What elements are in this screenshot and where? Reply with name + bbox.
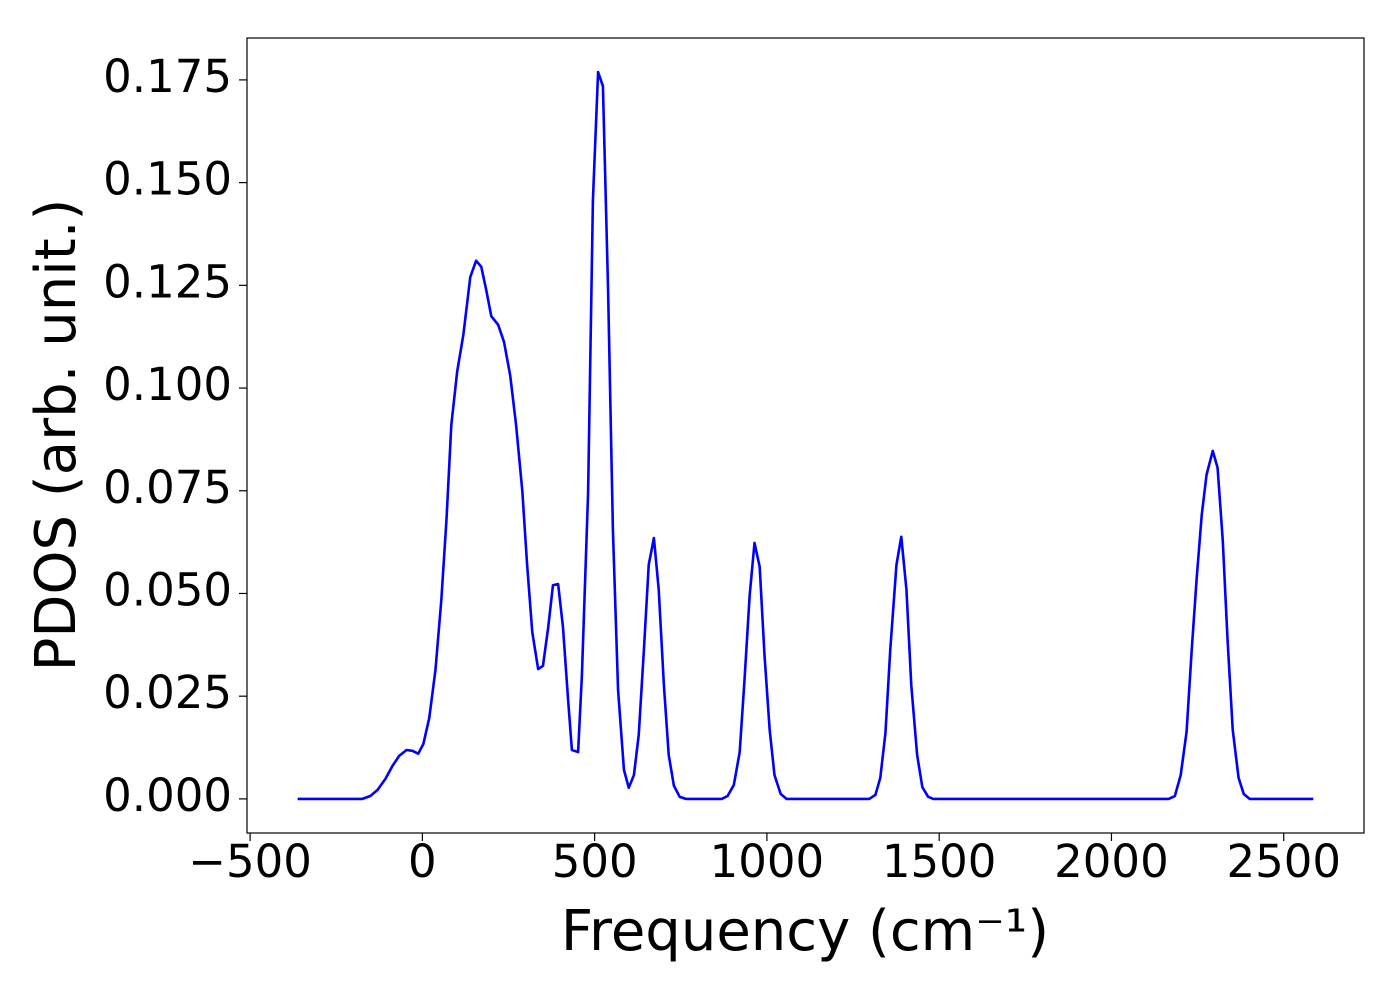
data-line [297,70,1314,801]
y-tick-label: 0.050 [103,563,232,616]
x-tick-label: 2000 [1054,835,1169,888]
y-tick-label: 0.000 [103,769,232,822]
y-tick-label: 0.075 [103,461,232,514]
y-axis-label: PDOS (arb. unit.) [24,199,89,672]
x-tick-label: 1500 [882,835,997,888]
y-tick-label: 0.125 [103,255,232,308]
y-tick-label: 0.100 [103,358,232,411]
x-tick-label: 1000 [710,835,825,888]
y-tick-label: 0.175 [103,50,232,103]
x-tick-label: 2500 [1226,835,1341,888]
y-tick-label: 0.025 [103,666,232,719]
plot-frame [246,37,1365,834]
y-tick-label: 0.150 [103,153,232,206]
x-axis-label: Frequency (cm⁻¹) [561,899,1049,964]
x-tick-label: 0 [408,835,437,888]
x-tick-label: 500 [552,835,638,888]
x-tick-label: −500 [188,835,312,888]
